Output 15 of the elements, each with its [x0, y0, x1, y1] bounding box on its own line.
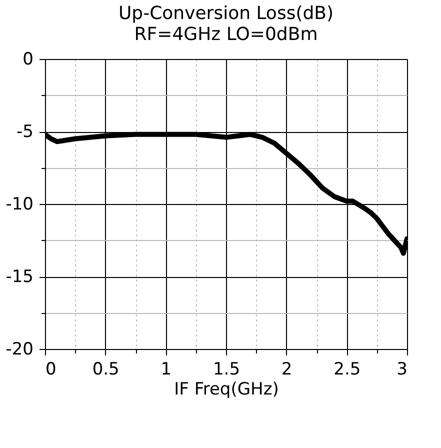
x-tick-label: 1.5 [212, 360, 240, 380]
y-tick-label: -20 [6, 340, 34, 360]
y-tick-label: -15 [6, 267, 34, 287]
x-tick-label: 0.5 [92, 360, 120, 380]
x-tick-label: 0 [46, 360, 56, 380]
chart-subtitle: RF=4GHz LO=0dBm [134, 24, 318, 45]
y-tick-label: 0 [22, 50, 34, 70]
x-tick-label: 1 [160, 360, 172, 380]
x-tick-label: 2.5 [334, 360, 361, 380]
x-tick-label: 3 [396, 360, 408, 380]
x-tick-label: 2 [281, 360, 292, 380]
x-axis-title: IF Freq(GHz) [174, 380, 279, 400]
chart-title: Up-Conversion Loss(dB) [118, 3, 334, 24]
y-tick-label: -5 [16, 122, 34, 142]
y-tick-label: -10 [6, 194, 34, 214]
